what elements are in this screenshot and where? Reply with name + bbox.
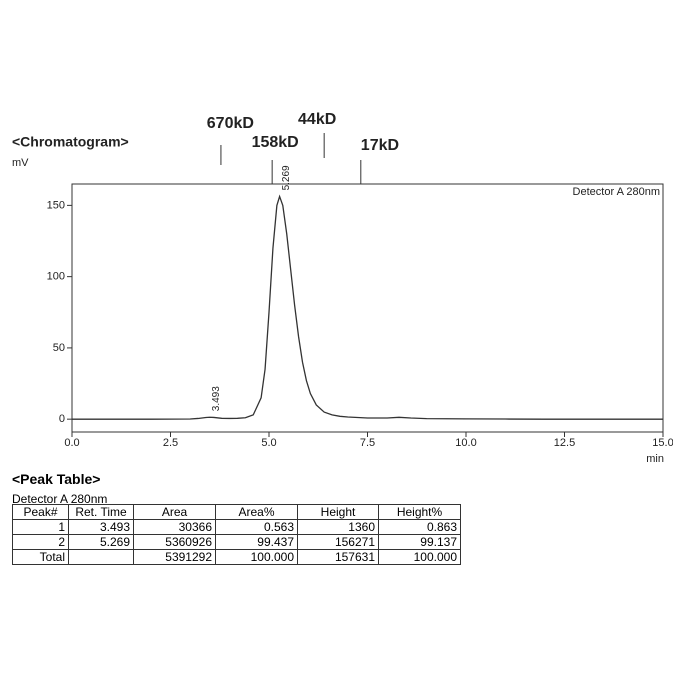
table-cell: 99.137 bbox=[378, 534, 461, 550]
column-header: Area% bbox=[215, 504, 298, 520]
column-header: Area bbox=[133, 504, 216, 520]
y-tick-label: 0 bbox=[59, 413, 65, 425]
y-tick-label: 50 bbox=[53, 342, 65, 354]
table-detector: Detector A 280nm bbox=[12, 492, 108, 506]
table-cell: 157631 bbox=[297, 549, 379, 565]
chart-title: <Chromatogram> bbox=[12, 134, 129, 150]
chart: <Chromatogram> mV min 0.0 2.5 5.0 7.5 10.0 12… bbox=[12, 111, 673, 465]
x-tick-label: 2.5 bbox=[163, 437, 178, 449]
marker-label: 158kD bbox=[252, 134, 299, 151]
table-row: 2 5.269 5360926 99.437 156271 99.137 bbox=[12, 534, 461, 550]
table-cell: 5391292 bbox=[133, 549, 216, 565]
table-cell: 5360926 bbox=[133, 534, 216, 550]
peak-label: 3.493 bbox=[211, 386, 222, 411]
x-tick-label: 10.0 bbox=[455, 437, 476, 449]
plot-frame bbox=[71, 183, 664, 433]
table-cell: 2 bbox=[12, 534, 69, 550]
table-cell: 30366 bbox=[133, 519, 216, 535]
x-tick-label: 15.0 bbox=[652, 437, 673, 449]
table-row: 1 3.493 30366 0.563 1360 0.863 bbox=[12, 519, 461, 535]
table-cell: 0.863 bbox=[378, 519, 461, 535]
column-header: Peak# bbox=[12, 504, 69, 520]
table-cell: 99.437 bbox=[215, 534, 298, 550]
table-cell: 1360 bbox=[297, 519, 379, 535]
header-row: Peak# Ret. Time Area Area% Height Height% bbox=[12, 504, 461, 520]
y-tick-label: 100 bbox=[47, 271, 65, 283]
table-cell: 1 bbox=[12, 519, 69, 535]
table-cell: 0.563 bbox=[215, 519, 298, 535]
peak-table: Peak# Ret. Time Area Area% Height Height% 1 3.… bbox=[12, 504, 461, 565]
x-axis-label: min bbox=[646, 453, 664, 465]
table-cell: Total bbox=[12, 549, 69, 565]
y-axis-label: mV bbox=[12, 157, 29, 169]
x-tick-label: 12.5 bbox=[554, 437, 575, 449]
peak-label: 5.269 bbox=[281, 165, 292, 190]
table-cell: 100.000 bbox=[378, 549, 461, 565]
marker-label: 44kD bbox=[298, 111, 336, 128]
table-cell: 100.000 bbox=[215, 549, 298, 565]
marker-label: 670kD bbox=[207, 115, 254, 132]
column-header: Height% bbox=[378, 504, 461, 520]
y-tick-label: 150 bbox=[47, 199, 65, 211]
column-header: Height bbox=[297, 504, 379, 520]
marker-label: 17kD bbox=[361, 137, 399, 154]
x-tick-label: 5.0 bbox=[261, 437, 276, 449]
table-title: <Peak Table> bbox=[12, 471, 101, 487]
table-cell bbox=[68, 549, 134, 565]
table-row: Total 5391292 100.000 157631 100.000 bbox=[12, 549, 461, 565]
table-cell: 156271 bbox=[297, 534, 379, 550]
table-body: 1 3.493 30366 0.563 1360 0.863 2 5.269 5360926 99… bbox=[12, 519, 461, 565]
column-header: Ret. Time bbox=[68, 504, 134, 520]
legend-label: Detector A 280nm bbox=[573, 186, 660, 198]
trace-line bbox=[72, 194, 663, 420]
x-tick-label: 0.0 bbox=[64, 437, 79, 449]
table-cell: 3.493 bbox=[68, 519, 134, 535]
x-tick-label: 7.5 bbox=[360, 437, 375, 449]
table-cell: 5.269 bbox=[68, 534, 134, 550]
